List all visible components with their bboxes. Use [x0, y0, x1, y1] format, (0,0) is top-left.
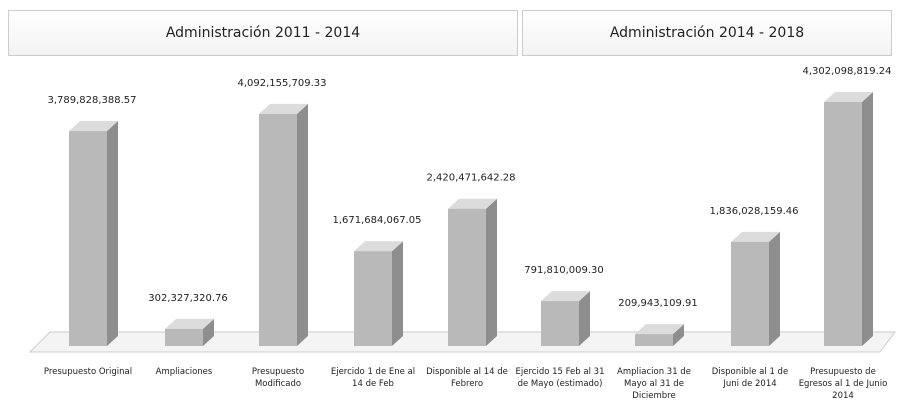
category-label: Disponible al 1 de Juni de 2014 [711, 367, 789, 389]
category-label: Ejercido 1 de Ene al 14 de Feb [330, 367, 416, 389]
value-label: 209,943,109.91 [618, 298, 698, 309]
value-label: 3,789,828,388.57 [47, 95, 136, 106]
bar-side [392, 241, 403, 346]
bar-top [259, 103, 308, 114]
bar [259, 113, 297, 346]
bar-top [541, 291, 590, 302]
bar [635, 334, 673, 346]
category-label: Ampliaciones [155, 367, 213, 377]
bar-side [579, 291, 590, 346]
bar-side [862, 92, 873, 346]
section-header: Administración 2011 - 2014 [8, 10, 518, 56]
value-label: 791,810,009.30 [524, 265, 604, 276]
bar-side [107, 121, 118, 346]
category-label: Presupuesto Modificado [251, 367, 305, 389]
category-label: Ampliacion 31 de Mayo al 31 de Diciembre [617, 367, 691, 401]
bar-top [824, 92, 873, 102]
value-label: 4,092,155,709.33 [237, 78, 326, 89]
bar [731, 241, 769, 346]
bar-top [354, 241, 403, 252]
bar [448, 208, 486, 346]
value-label: 302,327,320.76 [148, 293, 228, 304]
bar-side [769, 231, 780, 346]
value-label: 2,420,471,642.28 [426, 173, 515, 184]
bar-top [165, 318, 214, 329]
bar-side [673, 324, 684, 346]
section-header: Administración 2014 - 2018 [522, 10, 892, 56]
category-label: Presupuesto Original [43, 367, 133, 377]
bar-top [731, 231, 780, 242]
bar [165, 328, 203, 346]
value-label: 1,671,684,067.05 [332, 215, 421, 226]
bar-top [69, 121, 118, 132]
bar-side [297, 103, 308, 346]
bar-side [203, 318, 214, 346]
bar-side [486, 198, 497, 346]
bar [824, 102, 862, 346]
bar-top [448, 198, 497, 209]
category-label: Presupuesto de Egresos al 1 de Junio 201… [798, 367, 888, 401]
bar [541, 301, 579, 346]
category-label: Disponible al 14 de Febrero [426, 367, 508, 389]
category-label: Ejercido 15 Feb al 31 de Mayo (estimado) [515, 367, 605, 389]
bar [69, 131, 107, 346]
value-label: 4,302,098,819.24 [802, 66, 891, 77]
bar-top [635, 324, 684, 335]
bar [354, 251, 392, 346]
value-label: 1,836,028,159.46 [709, 206, 798, 217]
